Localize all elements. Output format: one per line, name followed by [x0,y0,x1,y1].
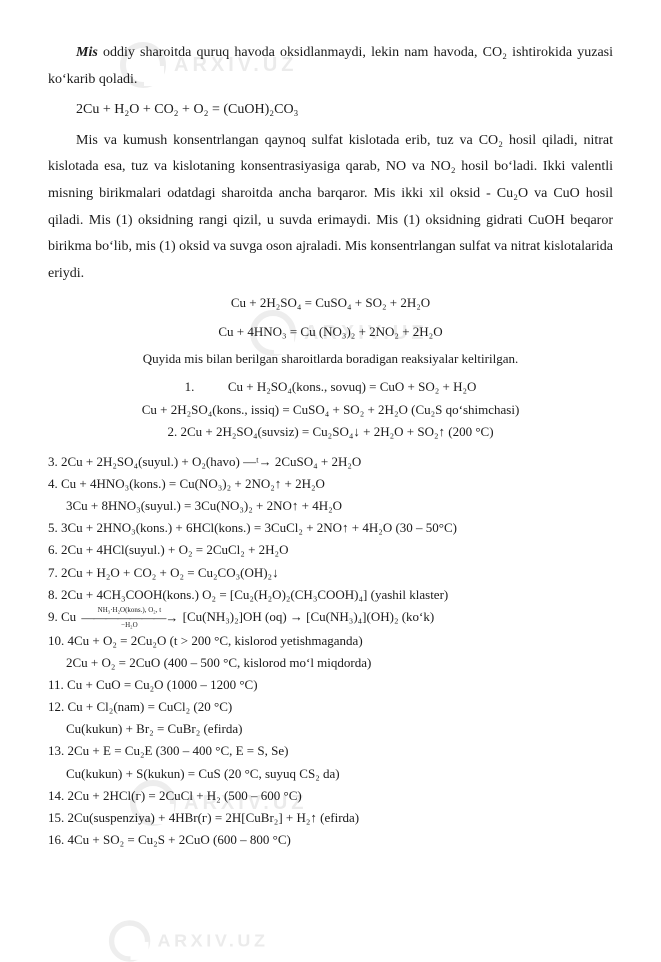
reaction-11: 11. Cu + CuO = Cu₂O (1000 – 1200 °C) [48,675,613,695]
reaction-7: 7. 2Cu + H₂O + CO₂ + O₂ = Cu₂CO₃(OH)₂↓ [48,563,613,583]
reaction-12b: Cu(kukun) + Br₂ = CuBr₂ (efirda) [48,719,613,739]
reaction-body: Cu + H₂SO₄(kons., sovuq) = CuO + SO₂ + H… [228,379,477,394]
centered-eq-1: Cu + 2H₂SO₄ = CuSO₄ + SO₂ + 2H₂O [48,291,613,316]
reaction-number: 1. [185,377,225,397]
reaction-10b: 2Cu + O₂ = 2CuO (400 – 500 °C, kislorod … [48,653,613,673]
centered-eq-2: Cu + 4HNO₃ = Cu (NO₃)₂ + 2NO₂ + 2H₂O [48,320,613,345]
reaction-2: 2. 2Cu + 2H₂SO₄(suvsiz) = Cu₂SO₄↓ + 2H₂O… [48,422,613,442]
reaction-12: 12. Cu + Cl₂(nam) = CuCl₂ (20 °C) [48,697,613,717]
reaction-9: 9. Cu NH₃·H₂O(kons.), O₂, t ———————→ −H₂… [48,607,613,629]
reaction-4b: 3Cu + 8HNO₃(suyul.) = 3Cu(NO₃)₂ + 2NO↑ +… [48,496,613,516]
term-mis: Mis [76,45,98,60]
intro-text-1: oddiy sharoitda quruq havoda oksidlanmay… [48,45,613,87]
reaction-6: 6. 2Cu + 4HCl(suyul.) + O₂ = 2CuCl₂ + 2H… [48,540,613,560]
reaction-14: 14. 2Cu + 2HCl(г) = 2CuCl + H₂ (500 – 60… [48,786,613,806]
reaction-list: 1. Cu + H₂SO₄(kons., sovuq) = CuO + SO₂ … [48,377,613,850]
reaction-13: 13. 2Cu + E = Cu₂E (300 – 400 °C, E = S,… [48,741,613,761]
centered-note: Quyida mis bilan berilgan sharoitlarda b… [48,347,613,372]
reaction-9-lhs: 9. Cu [48,609,79,624]
reaction-1: 1. Cu + H₂SO₄(kons., sovuq) = CuO + SO₂ … [48,377,613,397]
reaction-5: 5. 3Cu + 2HNO₃(kons.) + 6HCl(kons.) = 3C… [48,518,613,538]
reaction-1b: Cu + 2H₂SO₄(kons., issiq) = CuSO₄ + SO₂ … [48,400,613,420]
reaction-10: 10. 4Cu + O₂ = 2Cu₂O (t > 200 °C, kislor… [48,631,613,651]
reaction-3: 3. 2Cu + 2H₂SO₄(suyul.) + O₂(havo) —ᵗ→ 2… [48,452,613,472]
reaction-4: 4. Cu + 4HNO₃(kons.) = Cu(NO₃)₂ + 2NO₂↑ … [48,474,613,494]
reaction-15: 15. 2Cu(suspenziya) + 4HBr(г) = 2H[CuBr₂… [48,808,613,828]
reaction-9-rhs: [Cu(NH₃)₂]OH (oq) → [Cu(NH₃)₄](OH)₂ (ko‘… [183,609,435,624]
reaction-13b: Cu(kukun) + S(kukun) = CuS (20 °C, suyuq… [48,764,613,784]
reaction-8: 8. 2Cu + 4CH₃COOH(kons.) O₂ = [Cu₂(H₂O)₂… [48,585,613,605]
document-page: Mis oddiy sharoitda quruq havoda oksidla… [0,0,661,935]
intro-equation-1: 2Cu + H₂O + CO₂ + O₂ = (CuOH)₂CO₃ [48,97,613,124]
reaction-16: 16. 4Cu + SO₂ = Cu₂S + 2CuO (600 – 800 °… [48,830,613,850]
intro-paragraph-2: Mis va kumush konsentrlangan qaynoq sulf… [48,128,613,288]
intro-paragraph-1: Mis oddiy sharoitda quruq havoda oksidla… [48,40,613,93]
